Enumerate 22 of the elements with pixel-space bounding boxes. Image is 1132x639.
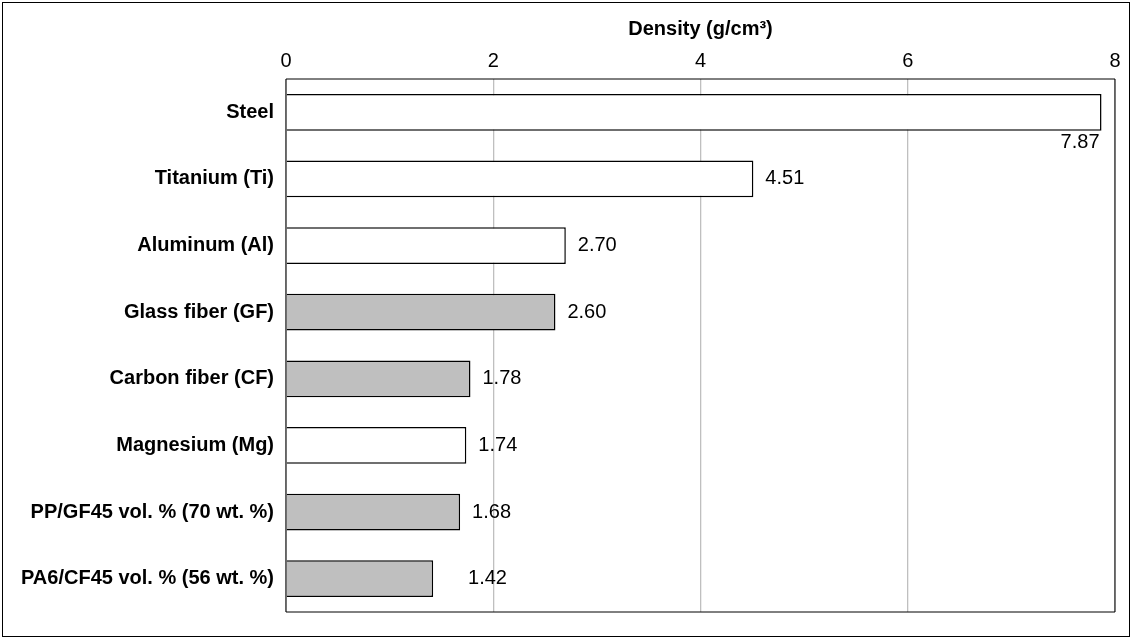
data-label: 4.51 bbox=[765, 166, 805, 189]
y-tick-label: Glass fiber (GF) bbox=[124, 299, 275, 322]
y-tick-label: PA6/CF45 vol. % (56 wt. %) bbox=[21, 566, 275, 589]
data-label: 1.68 bbox=[472, 499, 512, 522]
data-label: 7.87 bbox=[1060, 130, 1100, 153]
data-label: 1.78 bbox=[482, 366, 522, 389]
x-tick-label: 4 bbox=[694, 48, 707, 71]
y-tick-label: PP/GF45 vol. % (70 wt. %) bbox=[30, 499, 275, 522]
y-tick-label: Carbon fiber (CF) bbox=[109, 366, 275, 389]
x-tick-label: 6 bbox=[902, 48, 914, 71]
y-tick-label: Magnesium (Mg) bbox=[116, 432, 275, 455]
x-axis-title: Density (g/cm³) bbox=[628, 16, 773, 39]
x-tick-label: 8 bbox=[1109, 48, 1121, 71]
y-tick-label: Steel bbox=[226, 99, 275, 122]
data-label: 1.74 bbox=[478, 432, 518, 455]
x-tick-label: 2 bbox=[487, 48, 499, 71]
y-tick-label: Aluminum (Al) bbox=[137, 233, 275, 256]
x-tick-label: 0 bbox=[280, 48, 292, 71]
data-label: 1.42 bbox=[468, 566, 507, 589]
data-label: 2.60 bbox=[567, 299, 607, 322]
y-tick-label: Titanium (Ti) bbox=[154, 166, 275, 189]
data-label: 2.70 bbox=[577, 233, 617, 256]
